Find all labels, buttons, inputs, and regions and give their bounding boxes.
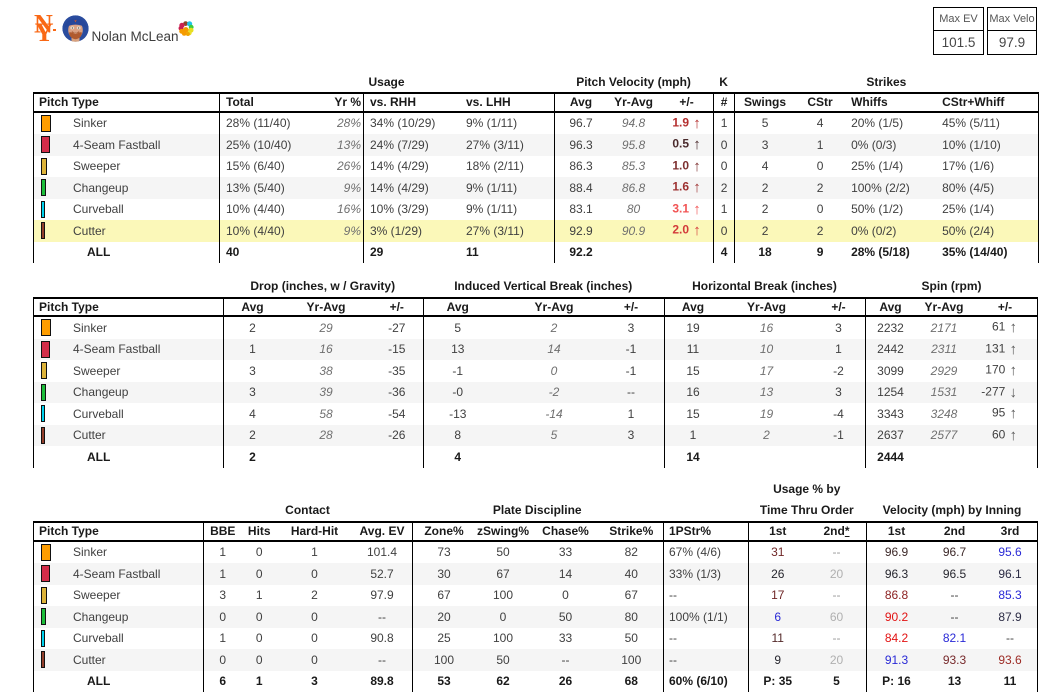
svg-text:N: N: [34, 12, 53, 39]
svg-text:Y: Y: [35, 18, 54, 43]
